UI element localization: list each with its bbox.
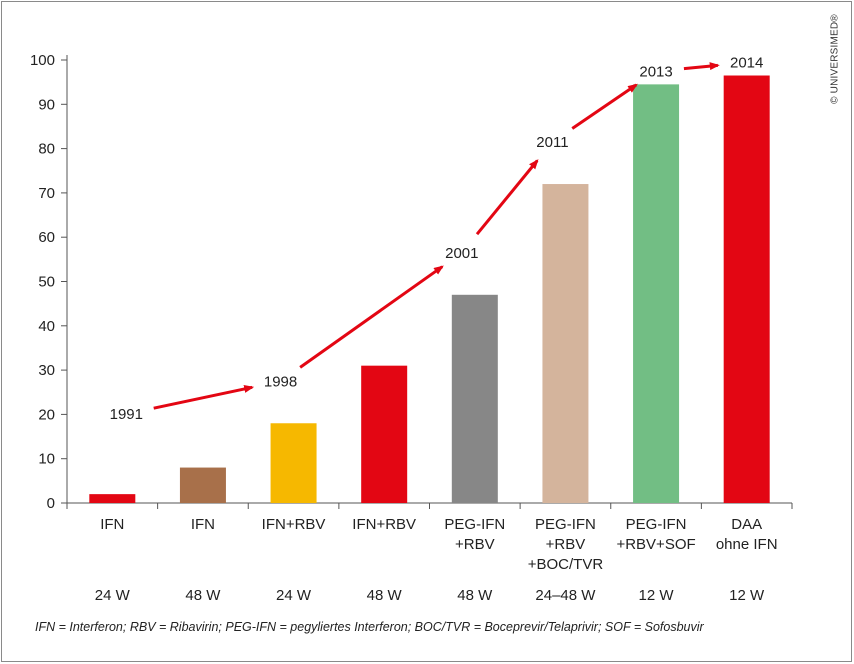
- bar: [451, 294, 498, 503]
- x-category-label: IFN: [100, 516, 124, 533]
- copyright-notice: © UNIVERSIMED®: [828, 14, 842, 104]
- trend-arrow: [571, 83, 638, 130]
- y-tick-label: 80: [38, 141, 55, 158]
- y-tick-label: 50: [38, 274, 55, 291]
- x-category-label: PEG-IFN: [535, 516, 596, 533]
- trend-arrow: [475, 159, 539, 236]
- bar: [542, 184, 589, 504]
- axes: 0 10 20 30 40 50 60 70 80 90 100: [30, 52, 793, 512]
- x-category-label: IFN+RBV: [262, 516, 326, 533]
- y-tick-label: 100: [30, 52, 55, 69]
- y-tick-label: 60: [38, 229, 55, 246]
- year-label: 1998: [264, 373, 297, 390]
- x-category-label: +RBV: [546, 536, 586, 553]
- trend-arrow: [299, 265, 444, 369]
- duration-label: 48 W: [367, 587, 403, 604]
- year-label: 2011: [536, 134, 568, 151]
- trend-arrow: [153, 385, 255, 410]
- x-category-label: IFN+RBV: [352, 516, 416, 533]
- duration-label: 12 W: [729, 587, 765, 604]
- x-category-label: PEG-IFN: [626, 516, 687, 533]
- bar: [89, 494, 136, 503]
- bar: [633, 84, 680, 504]
- y-tick-label: 70: [38, 185, 55, 202]
- x-category-label: ohne IFN: [716, 536, 778, 553]
- duration-label: 48 W: [185, 587, 221, 604]
- year-label: 2001: [445, 245, 478, 262]
- y-tick-label: 10: [38, 451, 55, 468]
- year-labels: 1991 1998 2001 2011 2013 2014: [110, 55, 764, 423]
- bar: [361, 365, 408, 503]
- duration-label: 24 W: [276, 587, 312, 604]
- duration-label: 12 W: [639, 587, 675, 604]
- year-label: 2014: [730, 55, 763, 72]
- x-category-label: IFN: [191, 516, 215, 533]
- y-tick-label: 0: [47, 495, 55, 512]
- x-category-label: DAA: [731, 516, 762, 533]
- footnote: IFN = Interferon; RBV = Ribavirin; PEG-I…: [35, 620, 704, 634]
- y-tick-label: 90: [38, 96, 55, 113]
- x-category-label: +RBV: [455, 536, 495, 553]
- x-category-label: +BOC/TVR: [528, 556, 604, 573]
- bar: [179, 467, 226, 503]
- year-label: 2013: [639, 63, 672, 80]
- trend-arrow: [683, 62, 720, 71]
- x-axis-labels: IFN 24 W IFN 48 W IFN+RBV 24 W IFN+RBV 48 W PEG-…: [95, 516, 778, 604]
- copyright-text: © UNIVERSIMED®: [829, 14, 841, 104]
- y-tick-label: 30: [38, 362, 55, 379]
- duration-label: 24 W: [95, 587, 131, 604]
- duration-label: 48 W: [457, 587, 493, 604]
- trend-arrows: [153, 62, 720, 410]
- bar: [270, 423, 317, 503]
- bars: [89, 75, 770, 504]
- duration-label: 24–48 W: [535, 587, 596, 604]
- bar: [723, 75, 770, 503]
- y-tick-label: 20: [38, 406, 55, 423]
- y-tick-label: 40: [38, 318, 55, 335]
- x-category-label: +RBV+SOF: [616, 536, 695, 553]
- year-label: 1991: [110, 406, 143, 423]
- x-category-label: PEG-IFN: [444, 516, 505, 533]
